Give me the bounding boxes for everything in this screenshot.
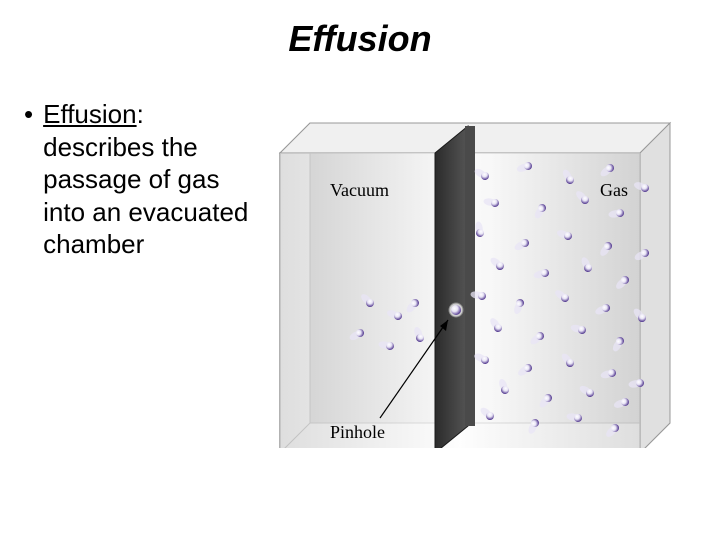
bullet-text-block: • Effusion: describes the passage of gas… <box>20 88 260 448</box>
vacuum-label: Vacuum <box>330 180 389 200</box>
pinhole-label: Pinhole <box>330 422 385 442</box>
barrier-wall <box>435 126 475 448</box>
effusion-diagram: Vacuum Gas Pinhole <box>270 88 690 448</box>
bullet-dot: • <box>24 98 33 131</box>
bullet-term: Effusion <box>43 99 136 129</box>
content-area: • Effusion: describes the passage of gas… <box>0 68 720 448</box>
pinhole-particle <box>451 305 461 315</box>
gas-label: Gas <box>600 180 628 200</box>
slide-title: Effusion <box>0 0 720 68</box>
diagram-svg: Vacuum Gas Pinhole <box>270 88 690 448</box>
bullet-text: Effusion: describes the passage of gas i… <box>43 98 260 261</box>
